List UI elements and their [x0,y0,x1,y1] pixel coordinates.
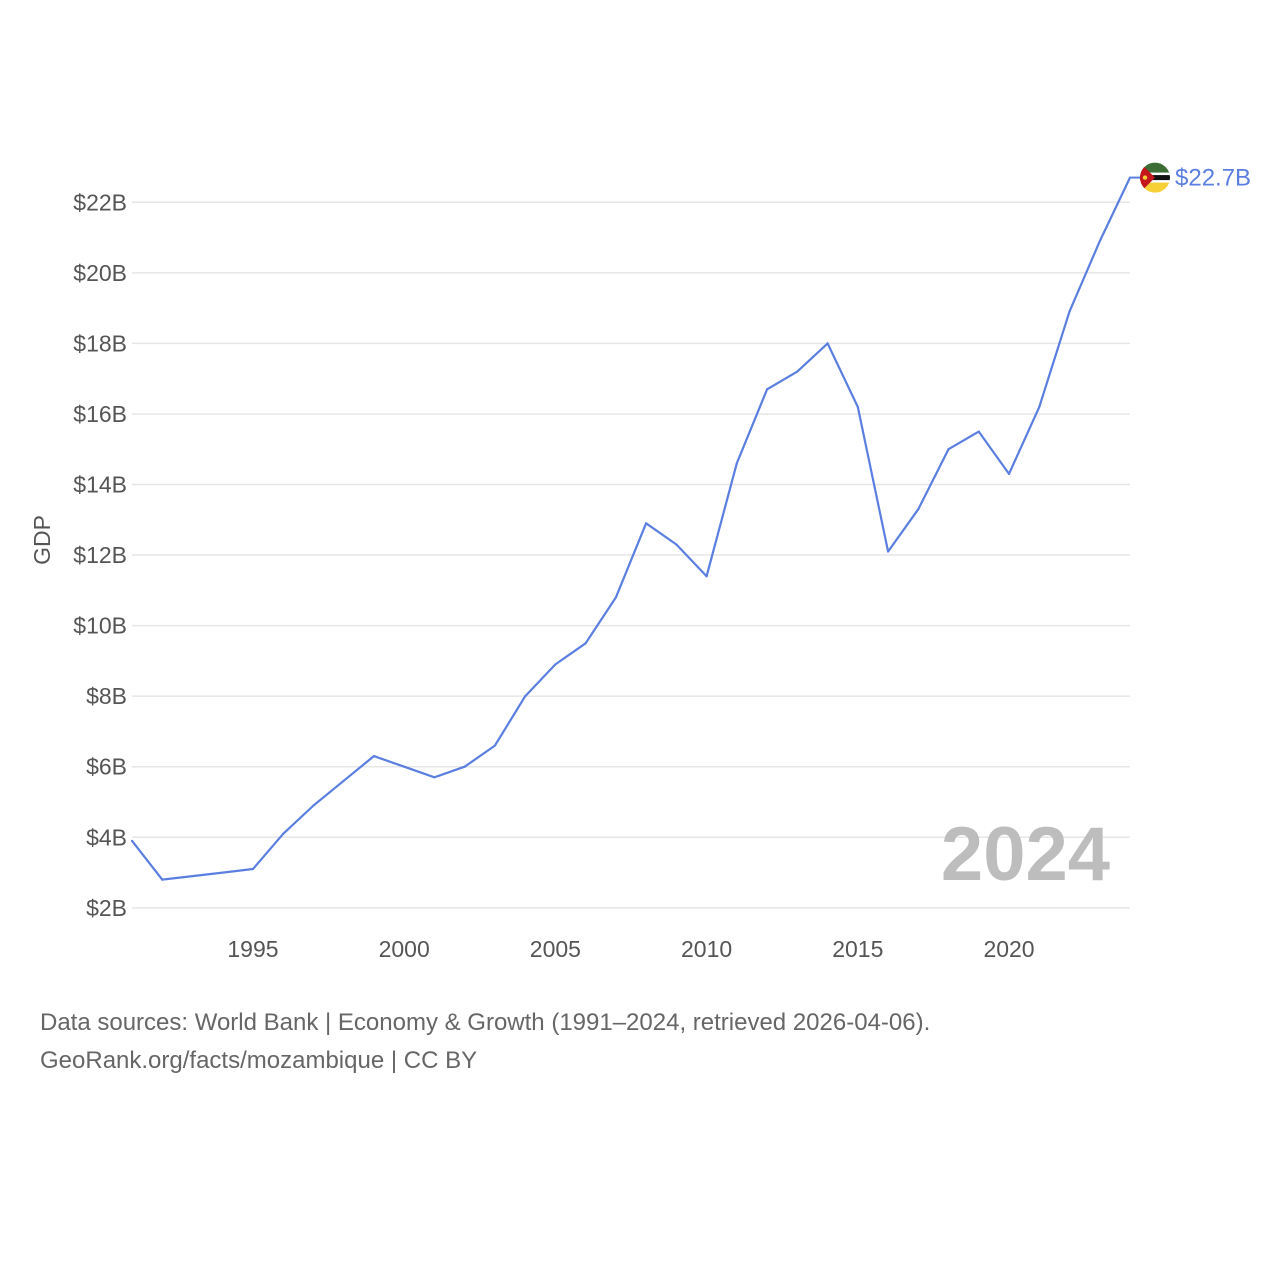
current-year-watermark: 2024 [941,812,1110,897]
data-point [826,342,829,345]
data-point [372,755,376,758]
y-tick-label: $14B [73,472,127,498]
x-tick-label: 2015 [832,936,883,962]
y-tick-label: $22B [73,189,127,215]
source-line-1: Data sources: World Bank | Economy & Gro… [40,1009,931,1036]
x-tick-label: 1995 [227,936,278,962]
end-value-label: $22.7B [1175,165,1251,192]
source-line-2: GeoRank.org/facts/mozambique | CC BY [40,1047,478,1074]
y-tick-label: $10B [73,613,127,639]
y-tick-label: $4B [86,824,127,850]
series-line [131,177,1131,881]
data-point [161,878,164,881]
data-point [463,765,466,768]
data-point [735,462,738,465]
data-point [554,663,557,666]
series-layer [130,176,1142,881]
y-tick-label: $12B [73,542,127,568]
data-point [856,405,859,408]
data-point [342,779,345,782]
data-point [765,388,769,391]
grid-lines [132,201,1130,909]
data-point [312,804,315,807]
x-tick-label: 2020 [983,936,1034,962]
data-point [524,695,527,698]
y-axis-label: GDP [29,515,55,565]
x-tick-label: 2010 [681,936,732,962]
y-tick-label: $18B [73,330,127,356]
data-point [191,874,194,878]
data-point [675,543,678,546]
mozambique-flag-icon [1140,162,1170,193]
y-tick-label: $16B [73,401,127,427]
y-tick-label: $8B [86,683,127,709]
data-point [1098,239,1101,243]
data-point [1038,405,1041,408]
data-point [645,522,648,525]
data-point [796,370,799,373]
data-point [1068,310,1071,313]
data-point [493,744,497,747]
x-tick-label: 2000 [379,936,430,962]
y-tick-label: $2B [86,895,127,921]
data-source-footer: Data sources: World Bank | Economy & Gro… [40,1004,930,1080]
y-tick-label: $20B [73,260,127,286]
data-point [614,596,617,599]
x-axis-ticks: 1995 2000 2005 2010 2015 2020 [227,936,1034,962]
data-point [251,867,255,871]
data-point [886,550,890,553]
data-point [977,430,980,433]
data-point [433,776,436,779]
data-point [1007,472,1011,476]
data-point [947,448,950,451]
data-point [282,832,285,835]
y-axis-ticks: $2B $4B $6B $8B $10B $12B $14B $16B $18B $20B $22B [73,189,127,921]
data-point [584,642,587,645]
data-point [403,765,406,768]
data-point [130,839,134,842]
x-tick-label: 2005 [530,936,581,962]
data-point [917,508,920,511]
data-point [705,575,708,578]
data-point [221,871,224,874]
y-tick-label: $6B [86,754,127,780]
